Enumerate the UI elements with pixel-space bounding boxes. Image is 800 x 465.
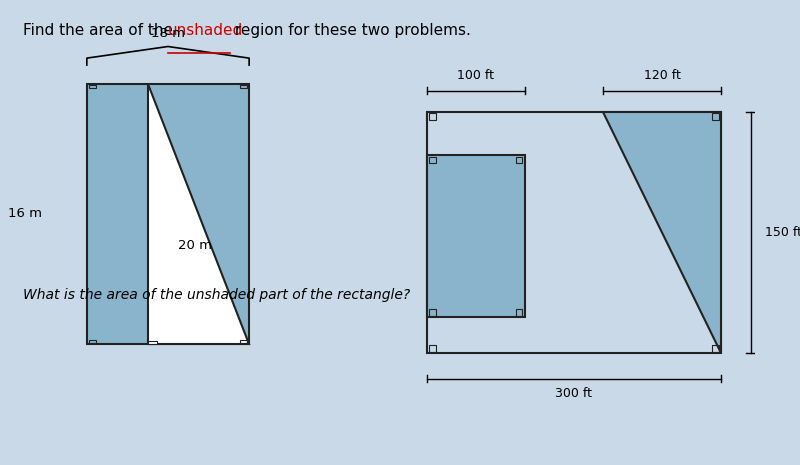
- Text: 100 ft: 100 ft: [457, 69, 494, 82]
- Bar: [515, 157, 522, 163]
- Bar: [87, 84, 249, 344]
- Bar: [712, 345, 718, 352]
- Text: What is the area of the unshaded part of the rectangle?: What is the area of the unshaded part of…: [22, 288, 410, 302]
- Bar: [426, 155, 525, 317]
- Bar: [515, 309, 522, 316]
- Bar: [429, 113, 436, 120]
- Bar: [712, 113, 718, 120]
- Bar: [426, 112, 721, 353]
- Text: 120 ft: 120 ft: [644, 69, 681, 82]
- Text: 16 m: 16 m: [7, 207, 42, 220]
- Bar: [240, 340, 247, 343]
- Bar: [429, 345, 436, 352]
- Bar: [429, 157, 436, 163]
- Text: region for these two problems.: region for these two problems.: [230, 23, 470, 38]
- Text: 300 ft: 300 ft: [555, 387, 592, 400]
- Text: Find the area of the: Find the area of the: [22, 23, 178, 38]
- Bar: [149, 340, 157, 344]
- Text: 150 ft: 150 ft: [765, 226, 800, 239]
- Polygon shape: [149, 84, 249, 344]
- Text: unshaded: unshaded: [167, 23, 243, 38]
- Polygon shape: [603, 112, 721, 353]
- Bar: [89, 85, 96, 88]
- Text: 18 m: 18 m: [151, 27, 185, 40]
- Text: 20 m: 20 m: [178, 239, 212, 252]
- Bar: [429, 309, 436, 316]
- Bar: [240, 85, 247, 88]
- Bar: [89, 340, 96, 343]
